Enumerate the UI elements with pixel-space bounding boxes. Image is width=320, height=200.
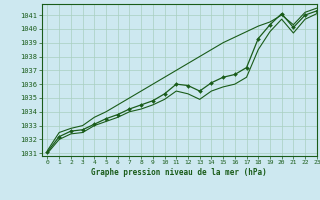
- X-axis label: Graphe pression niveau de la mer (hPa): Graphe pression niveau de la mer (hPa): [91, 168, 267, 177]
